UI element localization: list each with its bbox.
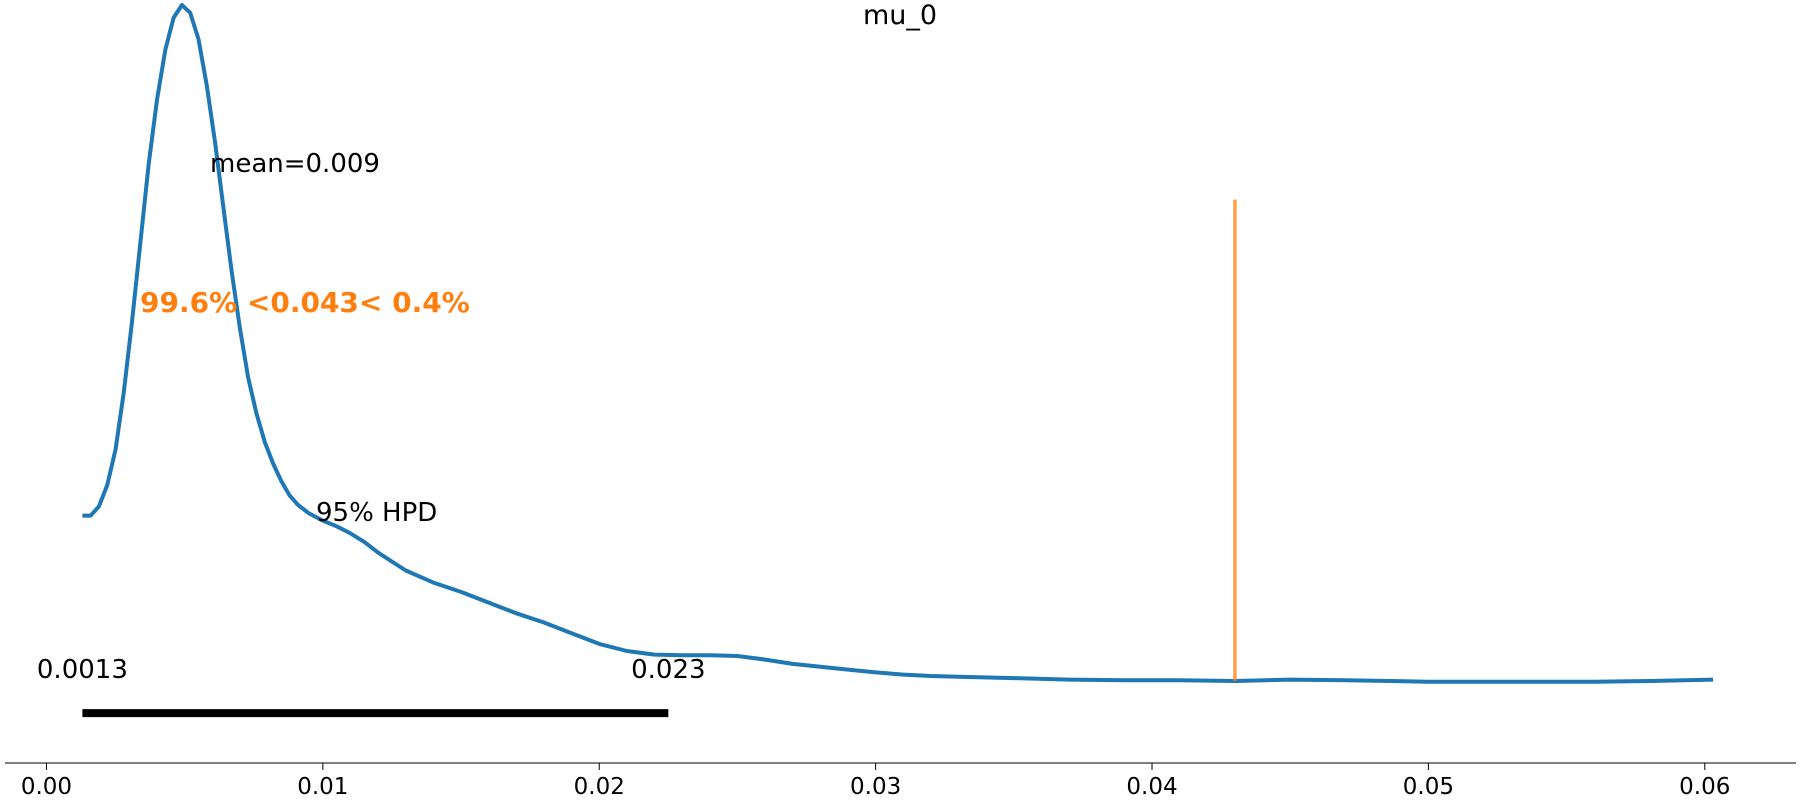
x-tick-label: 0.04 [1126, 774, 1177, 800]
x-tick-label: 0.00 [21, 774, 72, 800]
x-tick-label: 0.03 [850, 774, 901, 800]
posterior-density-line [82, 3, 1714, 684]
chart-title: mu_0 [863, 0, 937, 31]
x-tick-label: 0.06 [1679, 774, 1730, 800]
x-axis-ticks: 0.00 0.01 0.02 0.03 0.04 0.05 0.06 [21, 763, 1730, 800]
x-tick-label: 0.02 [574, 774, 625, 800]
mean-annotation: mean=0.009 [210, 149, 380, 179]
hpd-lower-label: 0.0013 [37, 655, 128, 685]
x-tick-label: 0.05 [1403, 774, 1454, 800]
hpd-upper-label: 0.023 [631, 655, 705, 685]
x-tick-label: 0.01 [297, 774, 348, 800]
reference-annotation: 99.6% <0.043< 0.4% [140, 286, 470, 319]
hpd-annotation: 95% HPD [316, 498, 437, 528]
